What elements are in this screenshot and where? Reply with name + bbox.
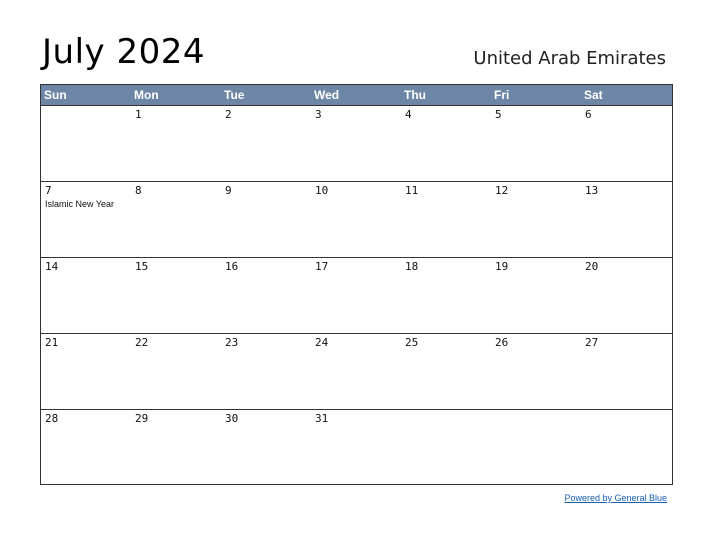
day-cell [491, 410, 581, 486]
day-cell: 24 [311, 334, 401, 409]
day-cell: 18 [401, 258, 491, 333]
day-number: 2 [225, 108, 232, 121]
holiday-label: Islamic New Year [45, 199, 115, 209]
day-cell: 20 [581, 258, 671, 333]
day-cell: 13 [581, 182, 671, 257]
day-of-week-sun: Sun [44, 88, 67, 102]
week-row: 14 15 16 17 18 19 20 [41, 258, 672, 334]
day-number: 17 [315, 260, 329, 273]
day-number: 18 [405, 260, 419, 273]
day-cell [401, 410, 491, 486]
day-cell: 27 [581, 334, 671, 409]
day-number: 8 [135, 184, 142, 197]
calendar-header: Sun Mon Tue Wed Thu Fri Sat [41, 85, 672, 106]
day-number: 1 [135, 108, 142, 121]
day-cell: 1 [131, 106, 221, 181]
day-of-week-fri: Fri [494, 88, 510, 102]
day-cell: 8 [131, 182, 221, 257]
day-number: 29 [135, 412, 149, 425]
day-number: 20 [585, 260, 599, 273]
day-of-week-wed: Wed [314, 88, 340, 102]
day-cell: 25 [401, 334, 491, 409]
day-cell: 31 [311, 410, 401, 486]
day-cell: 14 [41, 258, 131, 333]
day-cell: 2 [221, 106, 311, 181]
day-number: 7 [45, 184, 52, 197]
day-number: 10 [315, 184, 329, 197]
day-number: 15 [135, 260, 149, 273]
day-cell: 30 [221, 410, 311, 486]
day-number: 25 [405, 336, 419, 349]
day-cell: 26 [491, 334, 581, 409]
week-row: 21 22 23 24 25 26 27 [41, 334, 672, 410]
day-number: 22 [135, 336, 149, 349]
day-cell: 19 [491, 258, 581, 333]
day-cell: 3 [311, 106, 401, 181]
week-row: 1 2 3 4 5 6 [41, 106, 672, 182]
day-number: 14 [45, 260, 59, 273]
day-number: 30 [225, 412, 239, 425]
day-cell: 7 Islamic New Year [41, 182, 131, 257]
day-number: 28 [45, 412, 59, 425]
day-number: 9 [225, 184, 232, 197]
day-cell: 15 [131, 258, 221, 333]
day-cell: 16 [221, 258, 311, 333]
day-number: 19 [495, 260, 509, 273]
day-cell: 11 [401, 182, 491, 257]
calendar-grid: Sun Mon Tue Wed Thu Fri Sat 1 2 3 4 5 6 7 Islam… [40, 84, 673, 485]
powered-by-link[interactable]: Powered by General Blue [564, 493, 667, 503]
day-cell: 10 [311, 182, 401, 257]
day-number: 27 [585, 336, 599, 349]
day-cell: 23 [221, 334, 311, 409]
day-number: 12 [495, 184, 509, 197]
day-of-week-thu: Thu [404, 88, 426, 102]
day-of-week-tue: Tue [224, 88, 245, 102]
day-cell: 5 [491, 106, 581, 181]
day-cell [581, 410, 671, 486]
day-number: 6 [585, 108, 592, 121]
day-cell: 17 [311, 258, 401, 333]
day-number: 5 [495, 108, 502, 121]
day-cell: 12 [491, 182, 581, 257]
week-row: 7 Islamic New Year 8 9 10 11 12 13 [41, 182, 672, 258]
day-number: 24 [315, 336, 329, 349]
day-number: 23 [225, 336, 239, 349]
day-cell: 21 [41, 334, 131, 409]
day-number: 3 [315, 108, 322, 121]
day-cell: 29 [131, 410, 221, 486]
country-name: United Arab Emirates [473, 48, 666, 69]
day-cell: 6 [581, 106, 671, 181]
page-title: July 2024 [42, 32, 205, 72]
day-cell: 28 [41, 410, 131, 486]
day-number: 21 [45, 336, 59, 349]
day-cell: 22 [131, 334, 221, 409]
day-number: 31 [315, 412, 329, 425]
day-number: 13 [585, 184, 599, 197]
day-cell: 9 [221, 182, 311, 257]
day-cell [41, 106, 131, 181]
day-of-week-mon: Mon [134, 88, 159, 102]
day-number: 4 [405, 108, 412, 121]
day-cell: 4 [401, 106, 491, 181]
day-number: 16 [225, 260, 239, 273]
week-row: 28 29 30 31 [41, 410, 672, 486]
day-of-week-sat: Sat [584, 88, 603, 102]
day-number: 26 [495, 336, 509, 349]
day-number: 11 [405, 184, 419, 197]
